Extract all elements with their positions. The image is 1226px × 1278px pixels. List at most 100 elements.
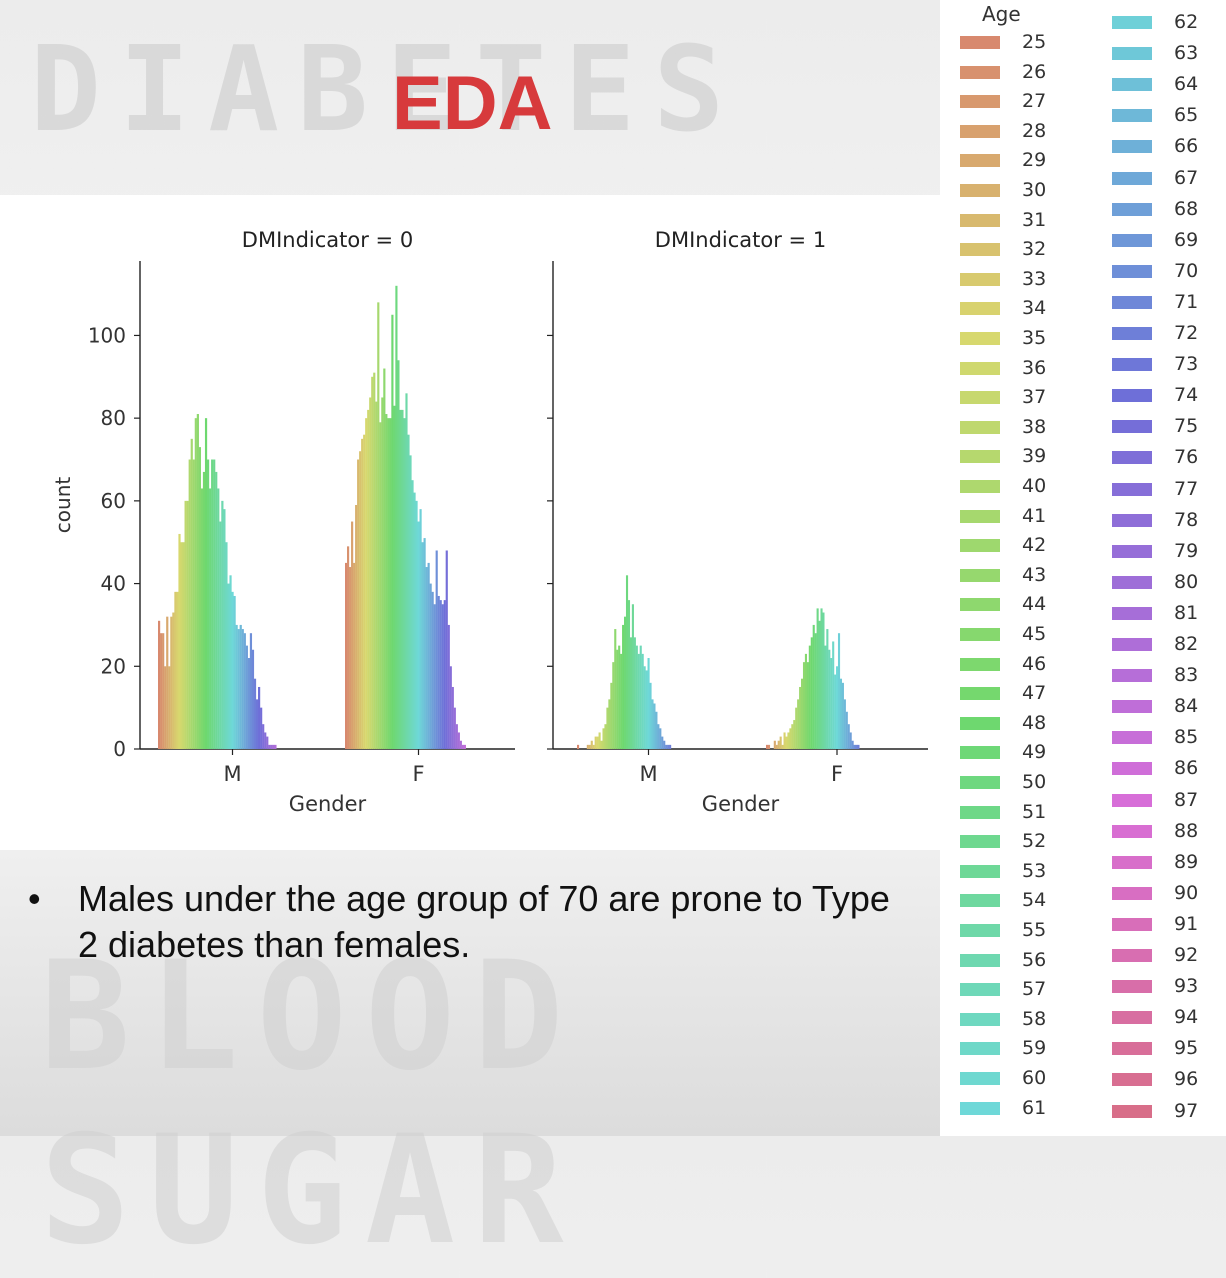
legend-label: 65 [1174, 104, 1199, 127]
bar-panel-1-F-age-43 [801, 678, 804, 749]
legend-swatch [1112, 420, 1152, 434]
legend-swatch [960, 302, 1000, 316]
bar-panel-1-F-age-50 [814, 633, 817, 749]
bar-panel-0-M-age-47 [202, 471, 206, 749]
legend-label: 43 [1022, 563, 1047, 586]
legend-swatch [960, 65, 1000, 79]
bar-panel-0-M-age-57 [223, 509, 226, 749]
legend-label: 29 [1022, 149, 1047, 172]
bar-panel-1-F-age-35 [785, 736, 788, 749]
legend-label: 39 [1022, 445, 1047, 468]
legend-swatch [960, 361, 1000, 375]
bar-panel-0-F-age-40 [375, 401, 378, 749]
bar-panel-0-F-age-46 [387, 418, 390, 749]
bar-panel-0-M-age-72 [253, 678, 257, 749]
bullet-text: Males under the age group of 70 are pron… [78, 878, 890, 965]
legend-label: 42 [1022, 534, 1047, 557]
bar-panel-1-M-age-63 [651, 699, 654, 749]
bar-panel-0-F-age-79 [453, 707, 456, 749]
legend-label: 77 [1174, 477, 1199, 500]
bar-panel-1-M-age-32 [590, 740, 593, 749]
legend-label: 41 [1022, 504, 1047, 527]
legend-label: 58 [1022, 1007, 1047, 1030]
bar-panel-1-M-age-44 [614, 629, 617, 749]
legend-label: 27 [1022, 90, 1047, 113]
panel-1-title: DMIndicator = 1 [655, 228, 826, 252]
legend-swatch [960, 480, 1000, 493]
legend-swatch [960, 657, 1000, 671]
legend-label: 57 [1022, 978, 1047, 1001]
bar-panel-0-M-age-32 [172, 612, 175, 749]
bar-panel-0-F-age-74 [443, 600, 446, 749]
slide-title: EDA [392, 61, 553, 146]
bar-panel-0-M-age-25 [158, 620, 161, 749]
legend-swatch [960, 687, 1000, 701]
bar-panel-0-F-age-67 [429, 583, 432, 749]
legend-label: 84 [1174, 695, 1199, 718]
bar-panel-0-M-age-75 [260, 707, 263, 749]
legend-swatch [1112, 16, 1152, 29]
legend-label: 71 [1174, 290, 1199, 313]
bar-panel-1-F-age-45 [804, 653, 807, 749]
bar-panel-0-F-age-77 [449, 666, 452, 749]
bar-panel-1-F-age-49 [812, 624, 815, 749]
bar-panel-1-M-age-70 [665, 744, 668, 749]
bar-panel-0-M-age-33 [174, 591, 177, 749]
legend-label: 35 [1022, 327, 1047, 349]
legend-label: 49 [1022, 741, 1047, 764]
legend-swatch [960, 539, 1000, 553]
bar-panel-0-M-age-39 [186, 500, 189, 749]
bar-panel-1-M-age-42 [610, 682, 613, 749]
bar-panel-0-F-age-60 [415, 500, 418, 749]
legend-swatch [960, 598, 1000, 612]
legend-swatch [960, 213, 1000, 227]
legend-swatch [1112, 1042, 1152, 1056]
bar-panel-0-F-age-72 [439, 600, 442, 749]
bar-panel-1-M-age-65 [655, 711, 658, 749]
legend-swatch [960, 332, 1000, 345]
legend-swatch [960, 628, 1000, 641]
bar-panel-1-F-age-55 [824, 645, 827, 749]
legend-label: 64 [1174, 73, 1199, 96]
bar-panel-0-F-age-47 [389, 418, 392, 749]
bar-panel-1-M-age-60 [645, 670, 648, 749]
bar-panel-0-M-age-74 [258, 686, 261, 749]
legend-swatch [960, 420, 1000, 434]
bar-panel-0-F-age-33 [361, 438, 364, 749]
legend-swatch [960, 124, 1000, 138]
legend-swatch [1112, 544, 1152, 558]
legend-swatch [1112, 513, 1152, 527]
bar-panel-0-M-age-46 [200, 488, 204, 749]
bar-panel-0-F-age-54 [403, 418, 406, 749]
legend-label: 81 [1174, 601, 1199, 624]
bar-panel-1-F-age-65 [843, 699, 846, 749]
bar-panel-0-F-age-36 [367, 409, 370, 749]
bar-panel-1-M-age-52 [629, 637, 632, 749]
bar-panel-0-M-age-82 [274, 744, 277, 749]
legend-label: 25 [1022, 31, 1047, 53]
legend-label: 61 [1022, 1096, 1047, 1119]
panel-0-x-tick-label: M [223, 762, 241, 786]
bar-panel-0-M-age-62 [233, 595, 236, 749]
bar-panel-1-M-age-31 [588, 744, 591, 749]
bar-panel-0-M-age-29 [166, 616, 169, 749]
bar-panel-1-M-age-58 [641, 653, 644, 749]
bar-panel-0-F-age-81 [457, 732, 460, 749]
bar-panel-0-M-age-68 [245, 645, 248, 749]
background-word-diabetes: DIABETES [30, 20, 743, 158]
legend-label: 85 [1174, 726, 1199, 749]
bar-panel-1-F-age-60 [834, 674, 837, 749]
bar-panel-1-M-age-37 [600, 740, 603, 749]
legend-swatch [960, 716, 1000, 730]
legend-swatch [1112, 700, 1152, 714]
bar-panel-1-F-age-67 [847, 724, 850, 749]
bar-panel-1-F-age-68 [849, 732, 852, 749]
legend-swatch [1112, 949, 1152, 962]
bar-panel-0-F-age-44 [383, 368, 386, 749]
bar-panel-1-F-age-54 [822, 612, 825, 749]
bar-panel-0-M-age-66 [241, 629, 244, 749]
chart-panel: DMIndicator = 0 0 20 40 60 80 100 M F Gender DMInd… [0, 195, 940, 850]
chart-legend: Age 25 26 27 28 29 30 31 32 33 34 35 36 37 38 39 40 41 42… [940, 0, 1226, 1136]
legend-swatch [1112, 793, 1152, 807]
y-axis-label: count [51, 477, 75, 534]
